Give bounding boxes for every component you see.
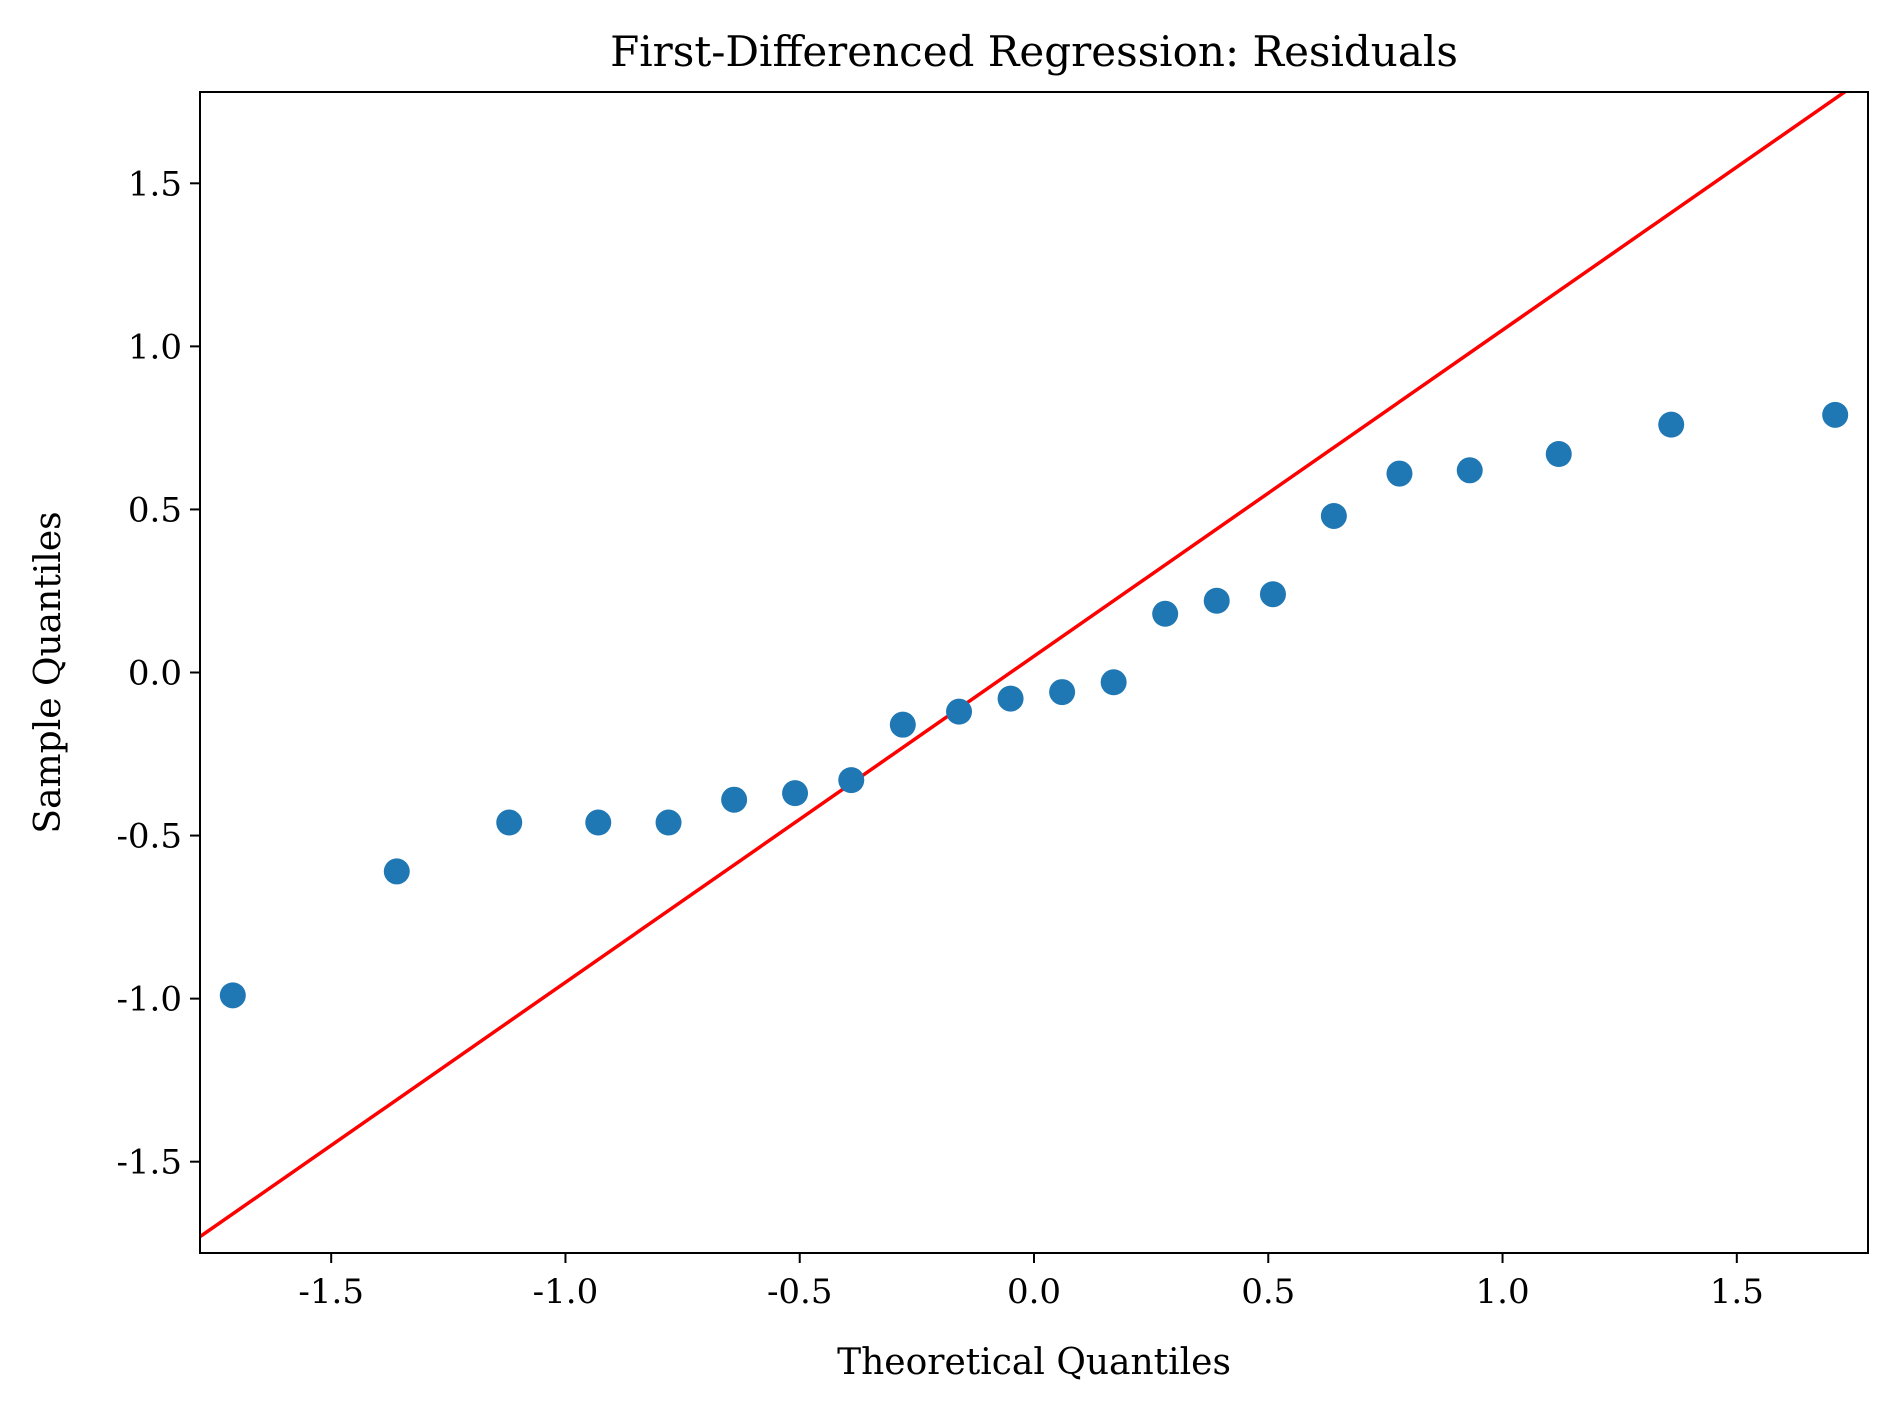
y-axis-ticks: -1.5 -1.0 -0.5 0.0 0.5 1.0 1.5 (116, 164, 200, 1183)
data-point (1658, 411, 1685, 438)
data-point (655, 809, 682, 836)
data-point (383, 858, 410, 885)
y-axis-label: Sample Quantiles (28, 511, 69, 833)
x-tick-label: -1.0 (533, 1272, 599, 1312)
data-point (1203, 587, 1230, 614)
data-point (1049, 679, 1076, 706)
y-tick-label: 1.0 (128, 327, 182, 367)
y-tick-label: 0.0 (128, 654, 182, 694)
data-point (1100, 669, 1127, 696)
data-point (1456, 457, 1483, 484)
data-point (1259, 581, 1286, 608)
y-tick-label: 1.5 (128, 164, 182, 204)
x-tick-label: 0.5 (1241, 1272, 1295, 1312)
data-point (889, 711, 916, 738)
data-points (219, 401, 1849, 1009)
y-tick-label: -0.5 (116, 817, 182, 857)
x-axis-label: Theoretical Quantiles (837, 1342, 1231, 1383)
x-tick-label: 1.0 (1476, 1272, 1530, 1312)
data-point (782, 780, 809, 807)
data-point (1545, 440, 1572, 467)
chart-title: First-Differenced Regression: Residuals (610, 27, 1458, 76)
plot-contents (200, 92, 1849, 1239)
data-point (1320, 502, 1347, 529)
data-point (585, 809, 612, 836)
data-point (1386, 460, 1413, 487)
y-tick-label: 0.5 (128, 490, 182, 530)
data-point (721, 786, 748, 813)
data-point (946, 698, 973, 725)
x-tick-label: 1.5 (1710, 1272, 1764, 1312)
data-point (496, 809, 523, 836)
y-tick-label: -1.0 (116, 980, 182, 1020)
data-point (997, 685, 1024, 712)
data-point (1822, 401, 1849, 428)
x-tick-label: -0.5 (767, 1272, 833, 1312)
x-tick-label: -1.5 (298, 1272, 364, 1312)
data-point (1152, 600, 1179, 627)
x-axis-ticks: -1.5 -1.0 -0.5 0.0 0.5 1.0 1.5 (298, 1253, 1764, 1312)
plot-frame (199, 91, 1869, 1254)
y-tick-label: -1.5 (116, 1143, 182, 1183)
data-point (219, 982, 246, 1009)
plot-area (200, 92, 1868, 1253)
x-tick-label: 0.0 (1007, 1272, 1061, 1312)
reference-line (200, 92, 1848, 1239)
data-point (838, 767, 865, 794)
